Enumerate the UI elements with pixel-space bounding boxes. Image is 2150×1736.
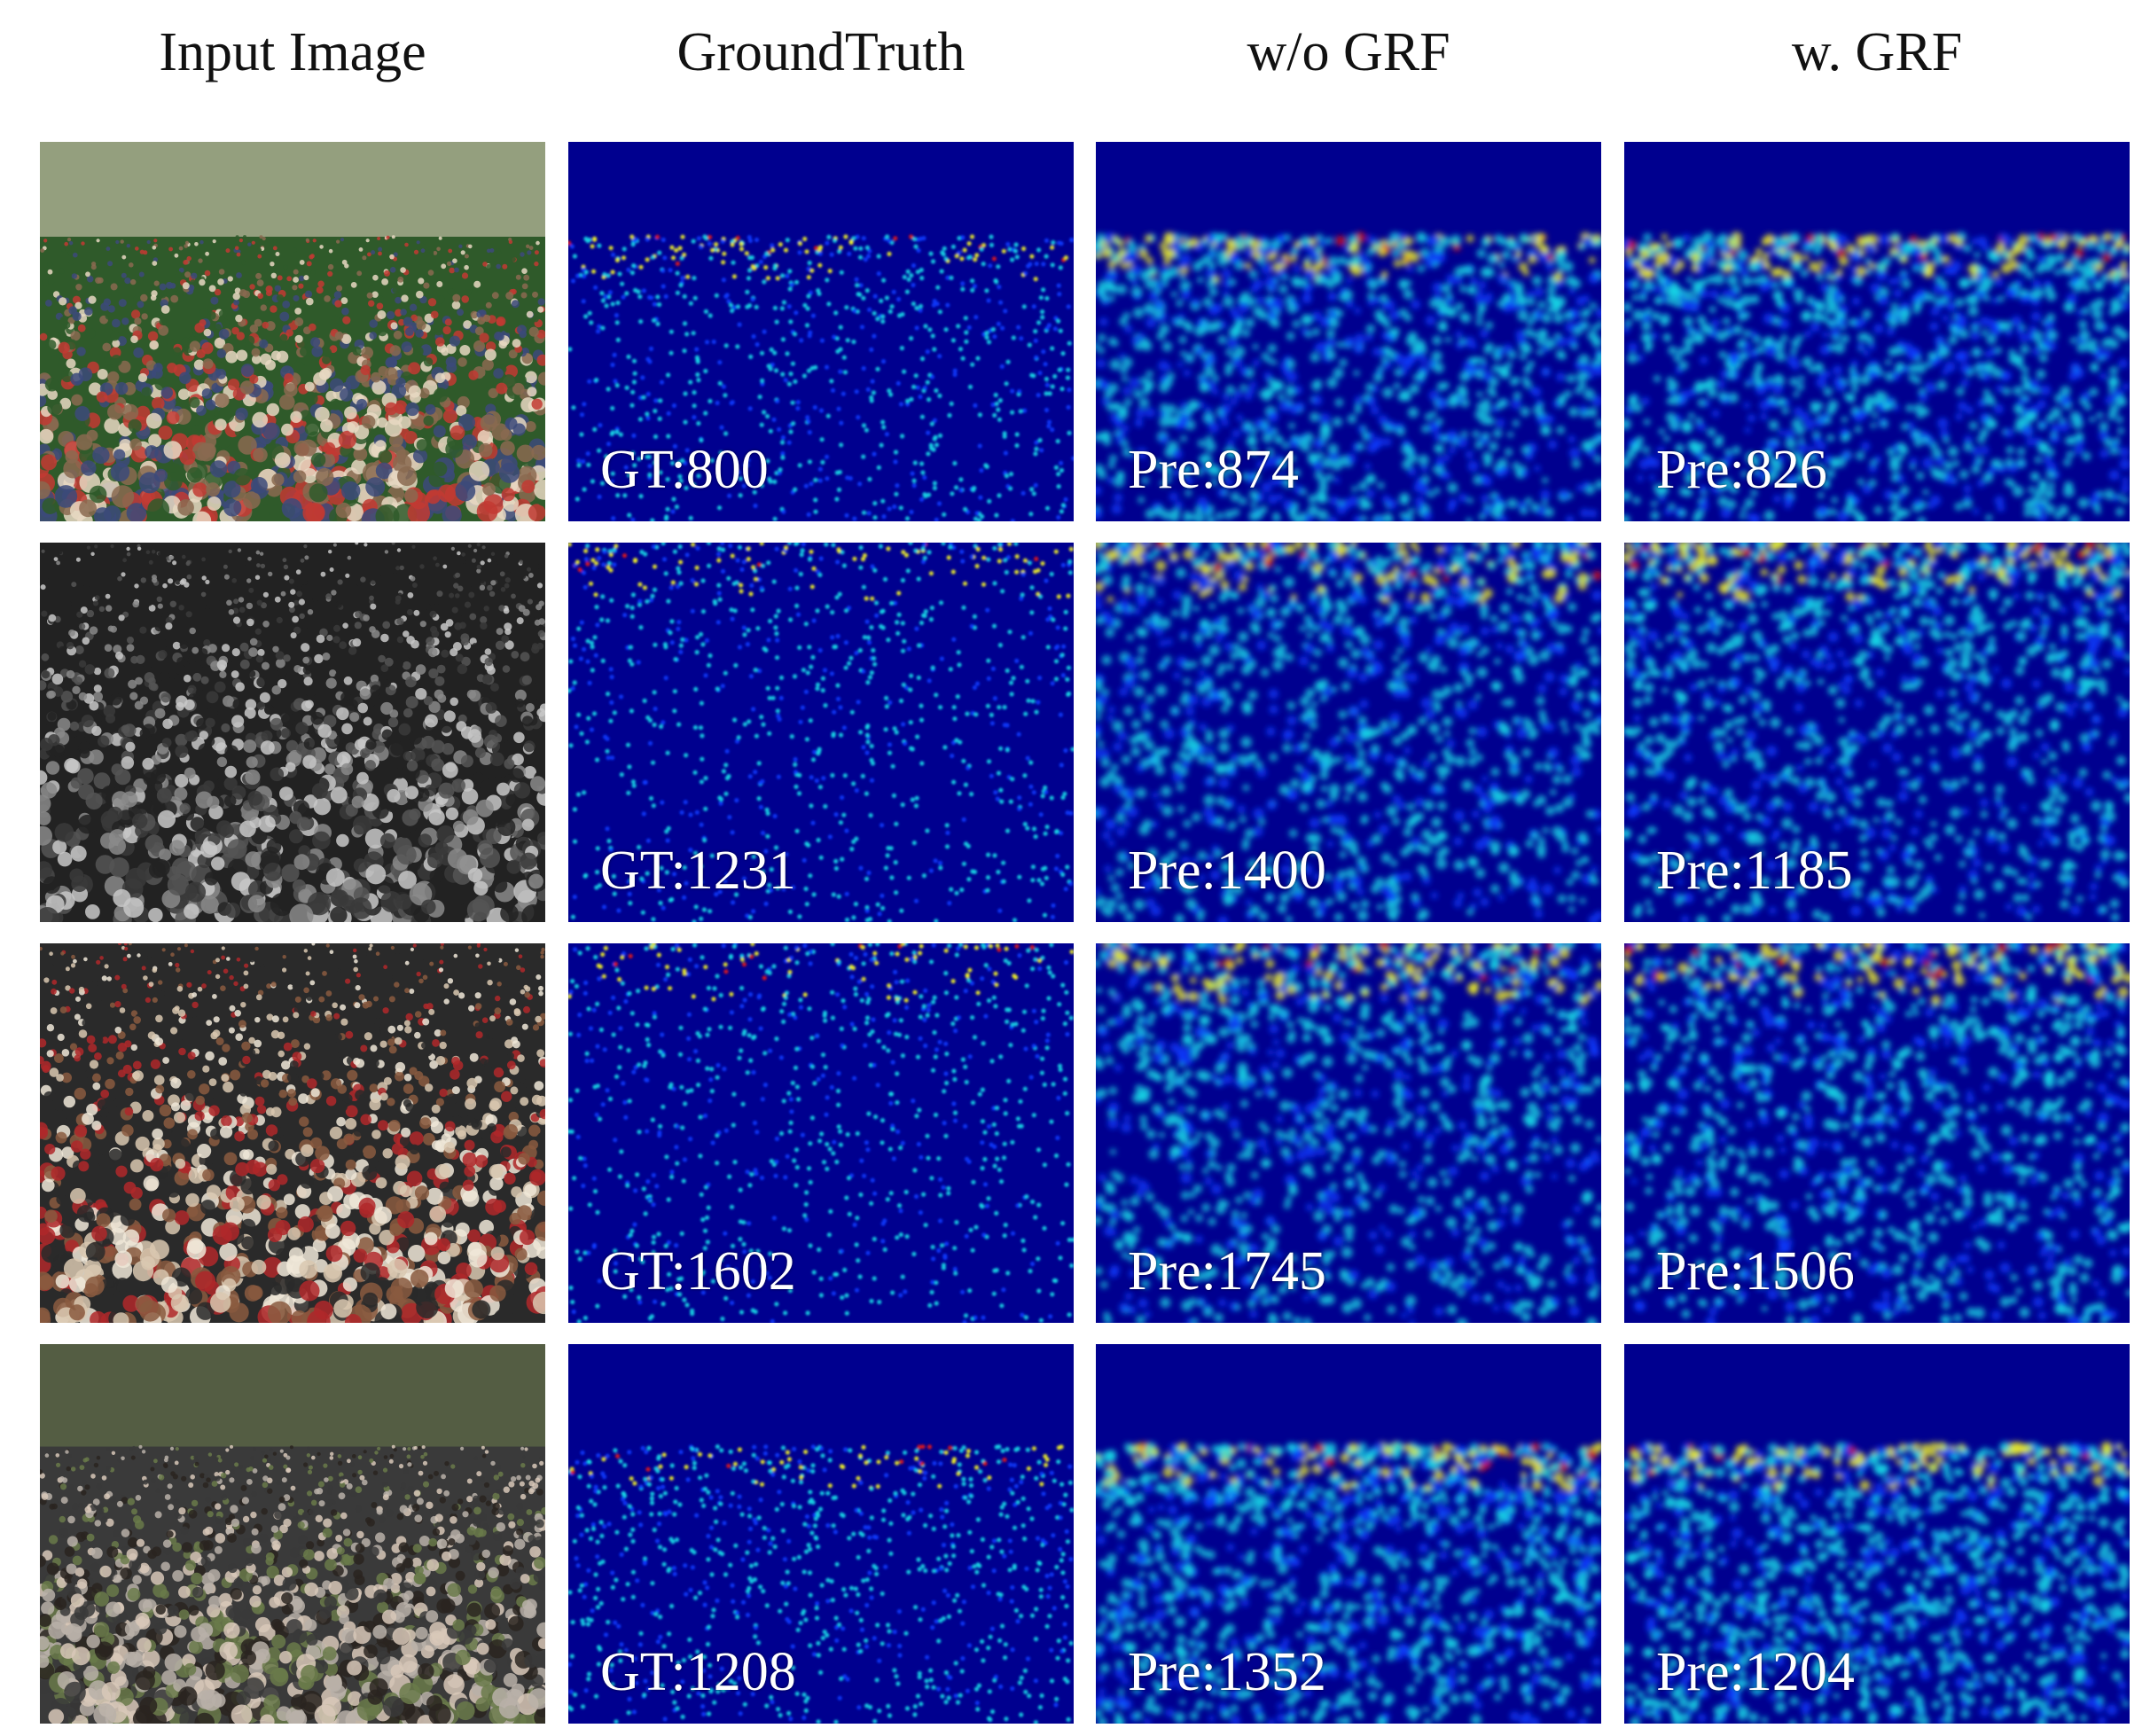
with-grf-prediction-row-4: Pre:1204 [1656,1642,1855,1702]
with-grf-density-map-row-2: Pre:1185 [1624,543,2130,922]
column-header-groundtruth: GroundTruth [676,22,966,82]
input-image-row-4 [40,1344,545,1724]
without-grf-prediction-row-2: Pre:1400 [1128,841,1326,901]
with-grf-density-map-row-3: Pre:1506 [1624,943,2130,1323]
without-grf-density-map-row-1: Pre:874 [1096,142,1601,521]
without-grf-density-map-row-2: Pre:1400 [1096,543,1601,922]
column-header-with-grf: w. GRF [1791,22,1963,82]
with-grf-prediction-row-1: Pre:826 [1656,440,1827,500]
input-image-row-2 [40,543,545,922]
without-grf-prediction-row-3: Pre:1745 [1128,1241,1326,1302]
with-grf-prediction-row-3: Pre:1506 [1656,1241,1855,1302]
input-image-row-3 [40,943,545,1323]
groundtruth-count-row-1: GT:800 [600,440,769,500]
without-grf-prediction-row-4: Pre:1352 [1128,1642,1326,1702]
groundtruth-density-map-row-2: GT:1231 [568,543,1074,922]
groundtruth-density-map-row-1: GT:800 [568,142,1074,521]
column-header-without-grf: w/o GRF [1247,22,1450,82]
input-image-row-1 [40,142,545,521]
groundtruth-count-row-4: GT:1208 [600,1642,796,1702]
without-grf-prediction-row-1: Pre:874 [1128,440,1299,500]
column-header-input: Input Image [159,22,426,82]
groundtruth-density-map-row-3: GT:1602 [568,943,1074,1323]
with-grf-density-map-row-1: Pre:826 [1624,142,2130,521]
groundtruth-density-map-row-4: GT:1208 [568,1344,1074,1724]
groundtruth-count-row-2: GT:1231 [600,841,796,901]
groundtruth-count-row-3: GT:1602 [600,1241,796,1302]
with-grf-prediction-row-2: Pre:1185 [1656,841,1853,901]
without-grf-density-map-row-3: Pre:1745 [1096,943,1601,1323]
without-grf-density-map-row-4: Pre:1352 [1096,1344,1601,1724]
with-grf-density-map-row-4: Pre:1204 [1624,1344,2130,1724]
